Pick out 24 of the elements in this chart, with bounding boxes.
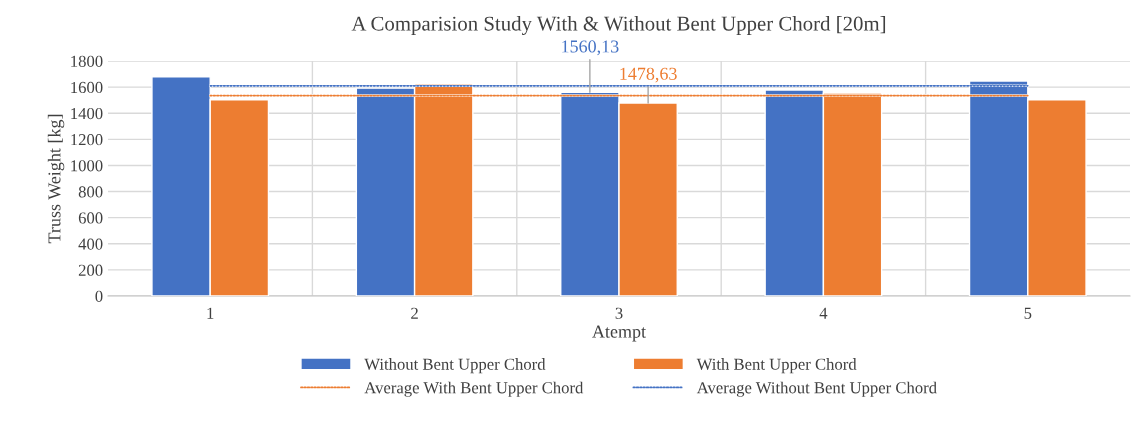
x-axis-title: Atempt [592,325,646,342]
data-label: 1478,63 [620,67,677,83]
x-tick-label: 3 [615,307,623,319]
y-axis-title: Truss Weight [kg] [47,114,65,244]
y-tick-label: 800 [78,186,103,198]
data-label: 1560,13 [562,40,619,56]
x-tick-label: 2 [411,307,418,319]
y-tick-label: 0 [95,290,103,302]
chart-title: A Comparision Study With & Without Bent Upper Chord [20m] [351,15,886,35]
x-tick-label: 5 [1024,307,1032,319]
legend-label: With Bent Upper Chord [696,358,857,374]
x-tick-label: 1 [207,307,214,319]
y-tick-label: 1600 [71,81,103,94]
y-tick-label: 1800 [71,55,103,67]
legend-label: Average Without Bent Upper Chord [696,381,937,397]
legend-label: Average With Bent Upper Chord [364,381,584,397]
y-tick-label: 1000 [71,160,103,172]
y-tick-label: 400 [78,238,103,250]
x-tick-label: 4 [819,307,828,319]
y-tick-label: 1400 [71,107,103,120]
legend-label: Without Bent Upper Chord [364,358,546,374]
y-tick-label: 200 [78,264,103,276]
y-tick-label: 600 [78,212,103,224]
y-tick-label: 1200 [71,134,103,146]
